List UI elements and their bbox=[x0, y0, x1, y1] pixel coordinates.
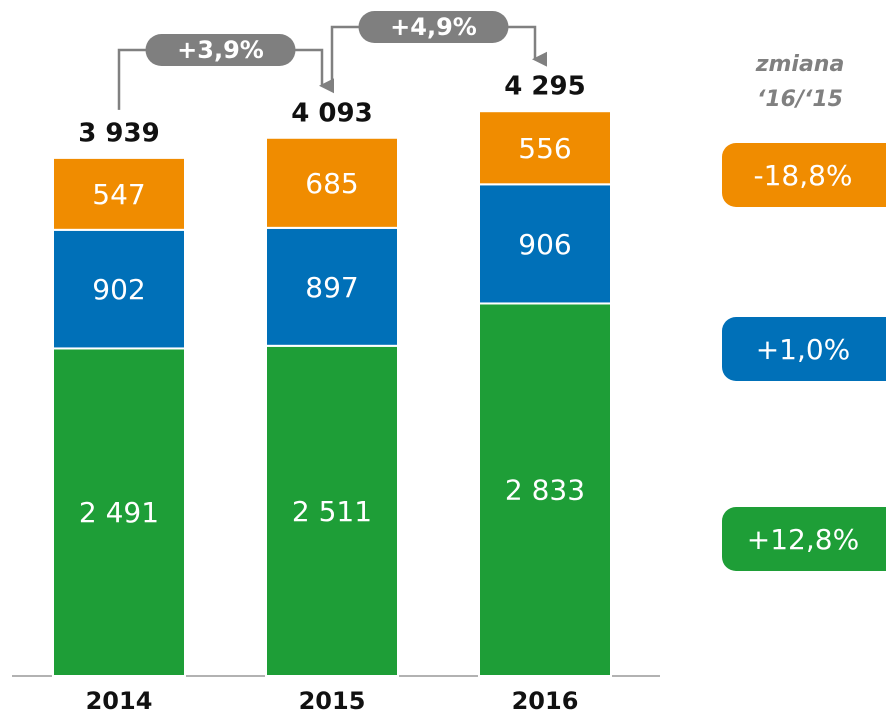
value-label: 547 bbox=[92, 178, 145, 211]
bar-segment bbox=[265, 136, 399, 229]
growth-pill bbox=[358, 11, 509, 43]
change-label: -18,8% bbox=[753, 159, 852, 192]
value-label: 2 511 bbox=[292, 495, 372, 528]
change-badge bbox=[722, 317, 886, 381]
bar-segment bbox=[478, 302, 612, 677]
value-label: 556 bbox=[518, 132, 571, 165]
bar-segment bbox=[265, 344, 399, 677]
x-tick-label: 2015 bbox=[299, 687, 366, 715]
change-badge bbox=[722, 507, 886, 571]
change-label: +1,0% bbox=[756, 333, 851, 366]
growth-label: +4,9% bbox=[390, 13, 477, 41]
value-label: 906 bbox=[518, 228, 571, 261]
change-header: ‘16/‘15 bbox=[757, 87, 843, 112]
change-badge bbox=[722, 143, 886, 207]
total-label: 3 939 bbox=[78, 118, 159, 148]
bar-segment bbox=[52, 228, 186, 350]
value-label: 897 bbox=[305, 271, 358, 304]
value-label: 685 bbox=[305, 167, 358, 200]
bar-segment bbox=[478, 110, 612, 186]
bar-segment bbox=[52, 156, 186, 231]
change-label: +12,8% bbox=[747, 523, 859, 556]
growth-pill bbox=[145, 34, 296, 66]
total-label: 4 093 bbox=[291, 98, 372, 128]
total-label: 4 295 bbox=[504, 72, 585, 102]
value-label: 2 491 bbox=[79, 496, 159, 529]
growth-label: +3,9% bbox=[177, 36, 264, 64]
bar-segment bbox=[478, 183, 612, 305]
bar-segment bbox=[52, 347, 186, 677]
value-label: 902 bbox=[92, 273, 145, 306]
bar-segment bbox=[265, 226, 399, 347]
change-header: zmiana bbox=[755, 52, 845, 77]
x-tick-label: 2016 bbox=[512, 687, 579, 715]
x-tick-label: 2014 bbox=[86, 687, 153, 715]
value-label: 2 833 bbox=[505, 474, 585, 507]
